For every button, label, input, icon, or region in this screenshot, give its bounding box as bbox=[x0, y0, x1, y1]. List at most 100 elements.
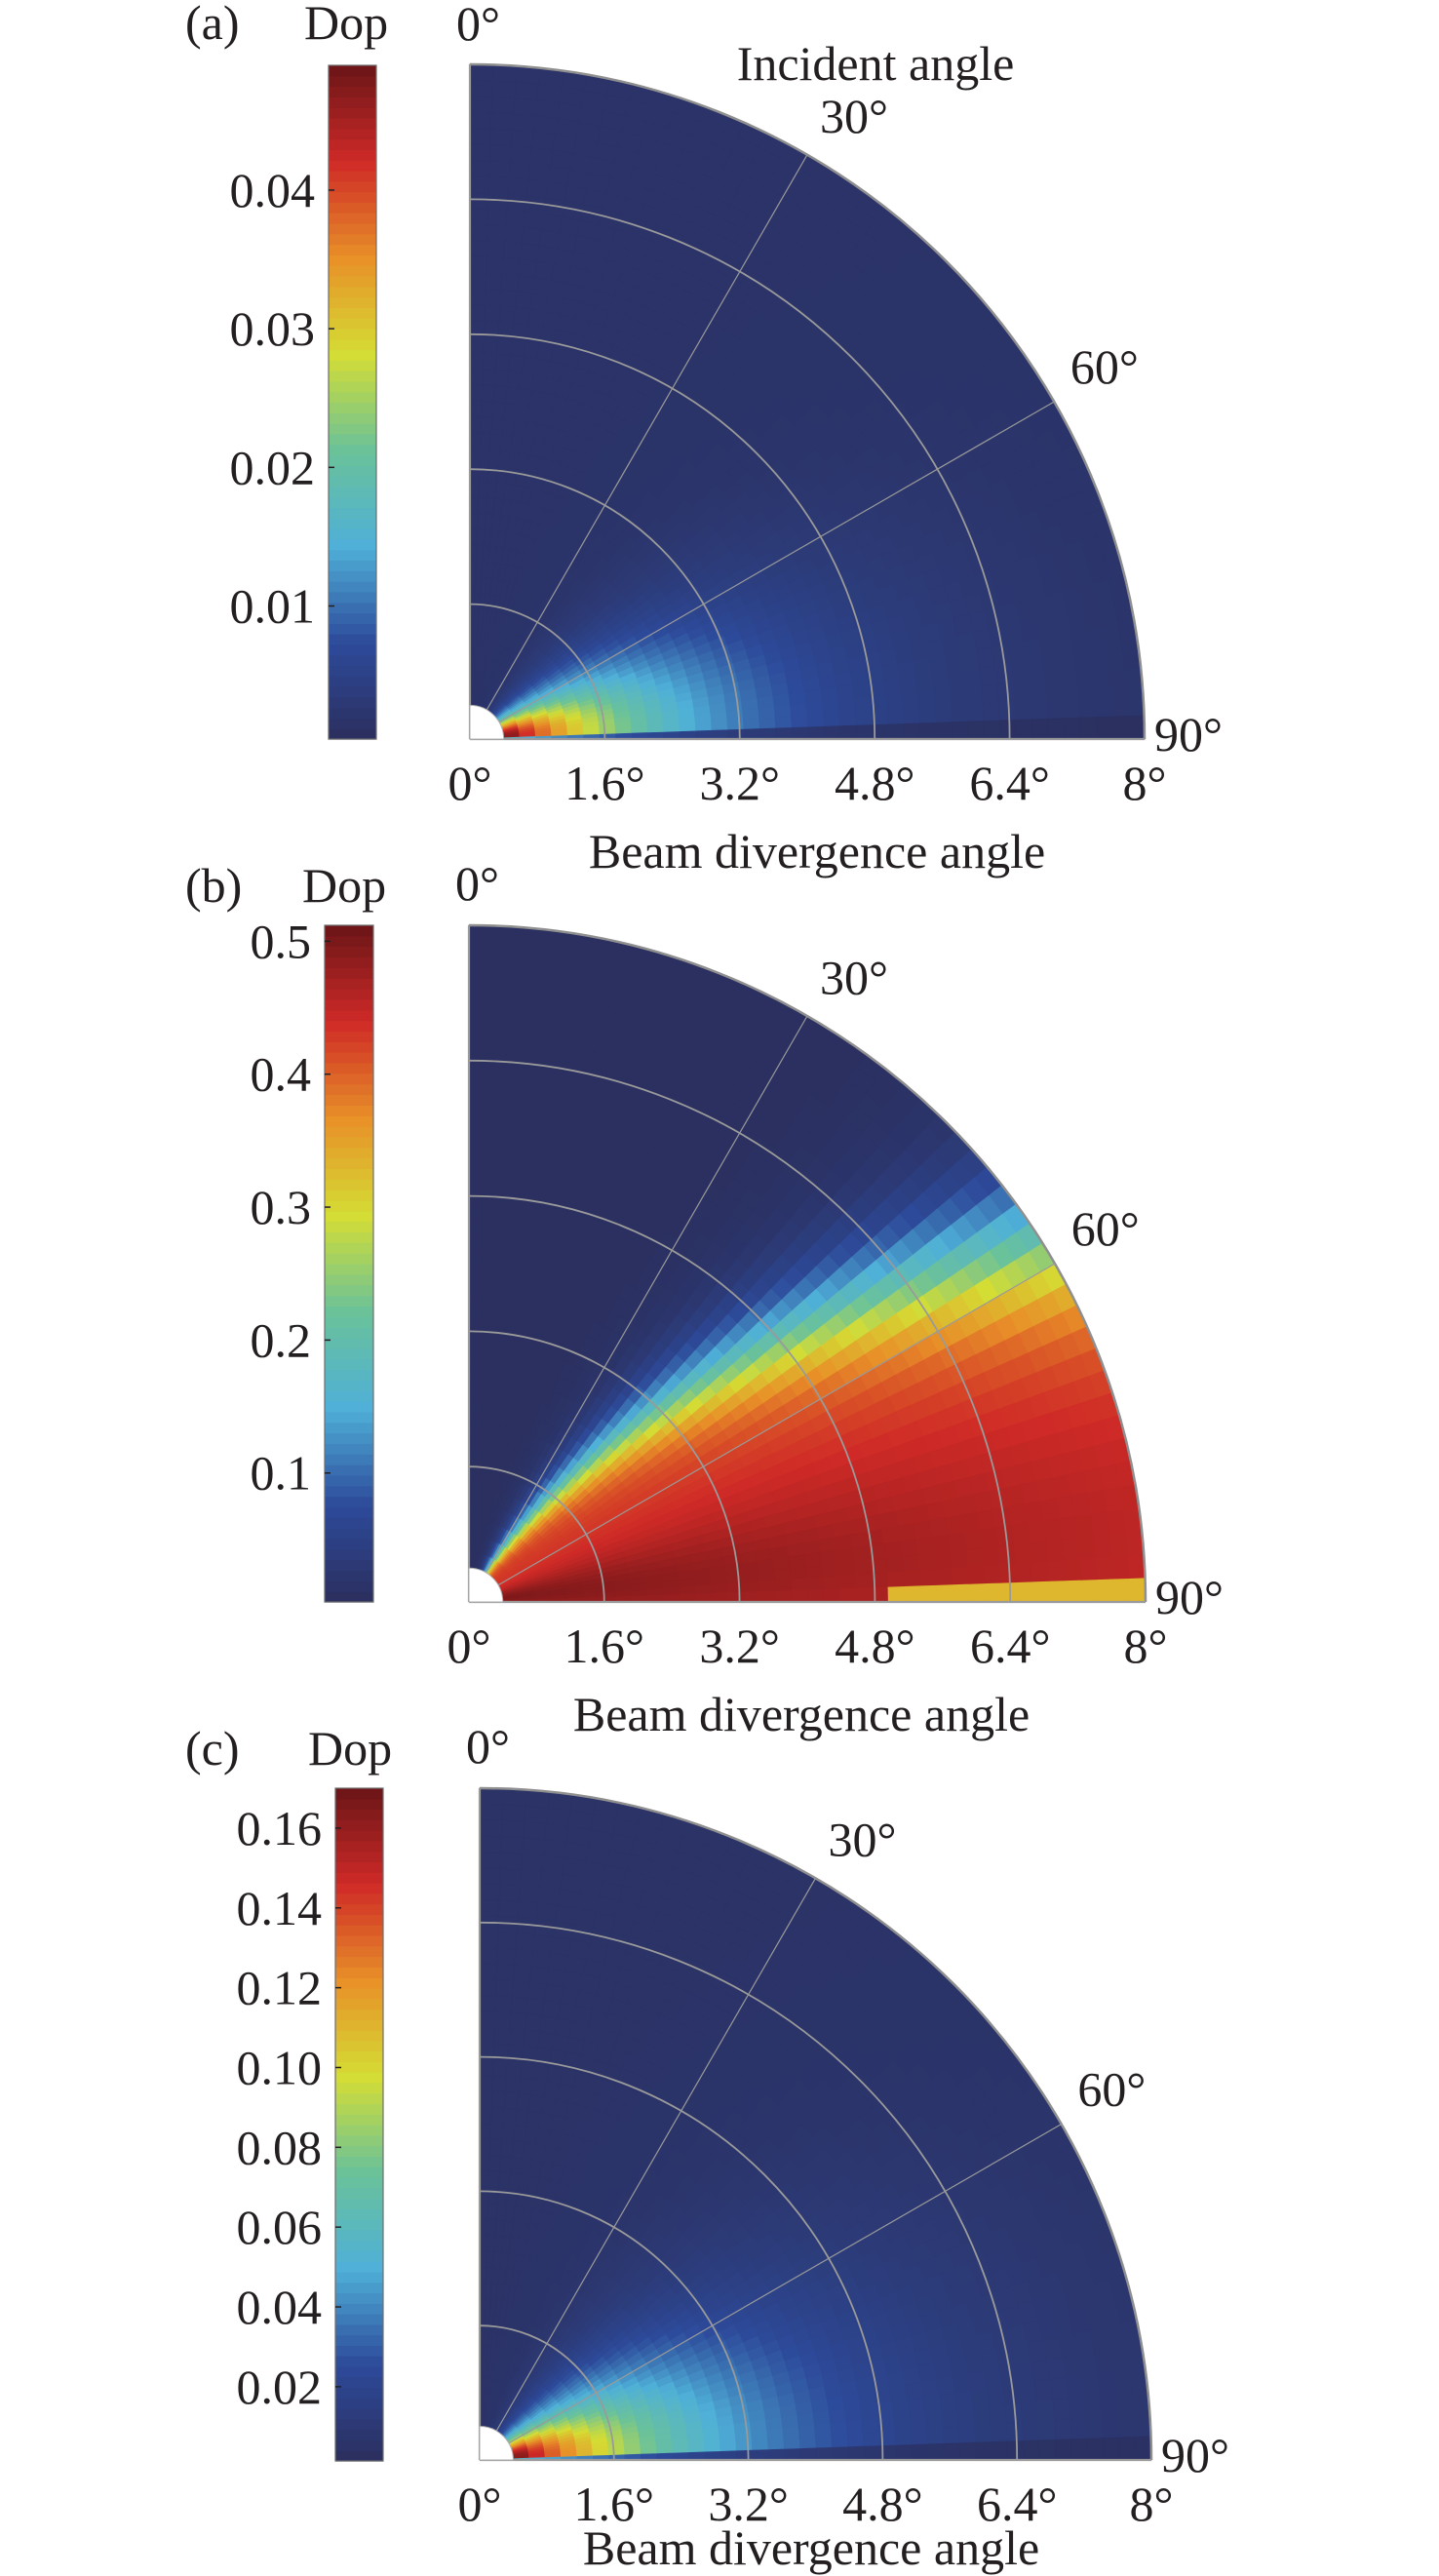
heatmap-cell bbox=[931, 671, 951, 691]
heatmap-cell bbox=[487, 2186, 499, 2205]
colorbar-segment bbox=[325, 1464, 373, 1476]
panel-label: (b) bbox=[185, 858, 242, 913]
heatmap-cell bbox=[513, 942, 539, 962]
heatmap-cell bbox=[860, 2403, 879, 2421]
heatmap-cell bbox=[469, 368, 484, 386]
colorbar-segment bbox=[325, 1094, 373, 1106]
heatmap-cell bbox=[821, 1562, 840, 1579]
heatmap-cell bbox=[841, 2393, 862, 2409]
heatmap-cell bbox=[790, 1566, 808, 1581]
colorbar-segment bbox=[329, 65, 376, 77]
heatmap-cell bbox=[1080, 1580, 1099, 1603]
heatmap-cell bbox=[743, 1591, 760, 1603]
heatmap-cell bbox=[919, 722, 937, 740]
radial-tick-labels: 0° 1.6° 3.2° 4.8° 6.4° 8° bbox=[447, 1619, 1168, 1673]
heatmap-cell bbox=[847, 2445, 865, 2461]
heatmap-cell bbox=[484, 304, 501, 323]
heatmap-cell bbox=[791, 1589, 809, 1603]
heatmap-cell bbox=[1015, 719, 1033, 740]
angular-tick-label: 90° bbox=[1155, 1570, 1224, 1624]
heatmap-cell bbox=[886, 708, 905, 725]
heatmap-cell bbox=[1095, 1556, 1114, 1581]
heatmap-cell bbox=[469, 304, 486, 322]
radial-tick-label: 1.6° bbox=[564, 756, 645, 810]
heatmap-cell bbox=[832, 2446, 849, 2461]
heatmap-cell bbox=[775, 727, 793, 740]
colorbar-segment bbox=[329, 318, 376, 330]
heatmap-cell bbox=[897, 1523, 917, 1542]
heatmap-cell bbox=[743, 728, 761, 740]
heatmap-cell bbox=[489, 144, 512, 163]
heatmap-cell bbox=[791, 1578, 809, 1591]
heatmap-cell bbox=[855, 1587, 874, 1603]
heatmap-cell bbox=[520, 243, 540, 262]
heatmap-cell bbox=[468, 1101, 487, 1119]
heatmap-cell bbox=[517, 1120, 537, 1140]
heatmap-cell bbox=[797, 2412, 815, 2428]
heatmap-cell bbox=[480, 1246, 494, 1265]
heatmap-cell bbox=[468, 1117, 486, 1136]
heatmap-cell bbox=[1126, 691, 1146, 717]
heatmap-cell bbox=[742, 708, 760, 721]
colorbar-segment bbox=[335, 2092, 383, 2105]
colorbar-segment bbox=[335, 2240, 383, 2251]
colorbar-segment bbox=[335, 1893, 383, 1905]
heatmap-cell bbox=[504, 2076, 521, 2094]
colorbar-frame bbox=[328, 64, 377, 740]
colorbar-segment bbox=[325, 1411, 373, 1424]
colorbar-segment bbox=[335, 2303, 383, 2315]
heatmap-cell bbox=[886, 1571, 905, 1588]
heatmap-cell bbox=[614, 726, 633, 735]
colorbar-segment bbox=[325, 1528, 373, 1540]
angular-axis-title: Incident angle bbox=[737, 36, 1015, 91]
heatmap-cell bbox=[490, 96, 516, 115]
heatmap-cell bbox=[928, 1517, 949, 1538]
heatmap-cell bbox=[839, 1587, 857, 1603]
heatmap-cell bbox=[468, 1197, 484, 1216]
heatmap-cell bbox=[504, 1071, 525, 1090]
colorbar-segment bbox=[335, 2125, 383, 2136]
heatmap-cell bbox=[1027, 1520, 1047, 1543]
heatmap-cell bbox=[704, 2450, 721, 2461]
heatmap-cell bbox=[512, 958, 537, 978]
colorbar-segment bbox=[329, 149, 376, 161]
colorbar-tick-label: 0.06 bbox=[237, 2200, 323, 2254]
heatmap-cell bbox=[1031, 1561, 1050, 1583]
heatmap-cell bbox=[468, 1326, 480, 1345]
heatmap-cell bbox=[484, 1134, 502, 1152]
heatmap-cell bbox=[1095, 716, 1113, 740]
heatmap-cell bbox=[694, 1592, 713, 1603]
heatmap-cell bbox=[483, 1166, 500, 1185]
colorbar-segment bbox=[329, 233, 376, 246]
colorbar bbox=[334, 1787, 384, 2462]
heatmap-cell bbox=[480, 416, 493, 435]
heatmap-cell bbox=[533, 1122, 554, 1143]
heatmap-cell bbox=[952, 1583, 970, 1603]
angular-tick-label: 90° bbox=[1154, 707, 1223, 761]
colorbar-tick-label: 0.1 bbox=[251, 1446, 312, 1501]
heatmap-cell bbox=[838, 711, 857, 727]
heatmap-cell bbox=[534, 260, 555, 281]
heatmap-cell bbox=[500, 273, 520, 293]
colorbar-segment bbox=[329, 107, 376, 119]
heatmap-cell bbox=[535, 944, 562, 964]
heatmap-cell bbox=[522, 1072, 544, 1092]
colorbar-tick-label: 0.4 bbox=[251, 1047, 312, 1102]
heatmap-cell bbox=[503, 2091, 519, 2110]
colorbar-segment bbox=[335, 1883, 383, 1894]
heatmap-cell bbox=[468, 1310, 480, 1328]
colorbar-segment bbox=[325, 1517, 373, 1529]
colorbar-segment bbox=[329, 496, 376, 509]
heatmap-cell bbox=[1058, 653, 1078, 678]
heatmap-cell bbox=[1031, 1581, 1050, 1603]
heatmap-cell bbox=[486, 1085, 506, 1105]
heatmap-cell bbox=[481, 1214, 497, 1232]
colorbar-segment bbox=[325, 1009, 373, 1022]
heatmap-cell bbox=[858, 2390, 877, 2407]
heatmap-cell bbox=[843, 2405, 863, 2422]
heatmap-cell bbox=[469, 464, 481, 482]
colorbar-segment bbox=[329, 696, 376, 709]
heatmap-cell bbox=[983, 1564, 1001, 1584]
colorbar-segment bbox=[329, 328, 376, 340]
colorbar-segment bbox=[325, 1422, 373, 1434]
